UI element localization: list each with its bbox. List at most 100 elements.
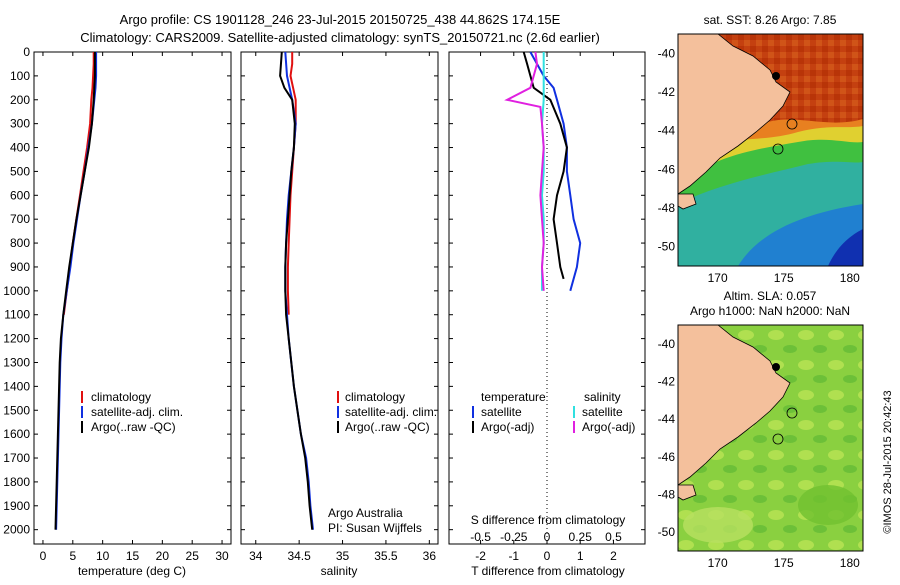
map-y-tick-label: -40 xyxy=(658,46,676,60)
series-line-argo-raw-qc- xyxy=(54,52,96,530)
map-x-tick-label: 180 xyxy=(840,271,860,285)
s-tick-label: 0.5 xyxy=(605,530,622,544)
depth-tick-label: 1500 xyxy=(3,403,30,417)
map-y-tick-label: -42 xyxy=(658,375,676,389)
depth-tick-label: 2000 xyxy=(3,523,30,537)
sla-map-image xyxy=(678,325,863,551)
x-tick-label: 36 xyxy=(423,549,437,563)
x-tick-label: 20 xyxy=(156,549,170,563)
map-y-tick-label: -40 xyxy=(658,337,676,351)
imos-stamp: ©IMOS 28-Jul-2015 20:42:43 xyxy=(882,390,894,533)
figure-title-line1: Argo profile: CS 1901128_246 23-Jul-2015… xyxy=(120,12,561,27)
map-x-tick-label: 170 xyxy=(708,556,728,570)
series-line-argo-adj- xyxy=(522,51,568,280)
sst-map: sat. SST: 8.26 Argo: 7.85 xyxy=(677,13,864,267)
sla-map-subtitle: Argo h1000: NaN h2000: NaN xyxy=(690,304,850,318)
depth-tick-label: 300 xyxy=(10,117,30,131)
x-tick-label: 34.5 xyxy=(287,549,311,563)
map-y-tick-label: -48 xyxy=(658,488,676,502)
x-tick-label: 35.5 xyxy=(374,549,398,563)
x-tick-label: 0 xyxy=(40,549,47,563)
difference-panel-frame xyxy=(448,51,646,545)
map-y-tick-label: -42 xyxy=(658,85,676,99)
map-x-tick-label: 175 xyxy=(774,271,794,285)
legend-satellite-label: satellite-adj. clim. xyxy=(91,405,183,419)
depth-tick-label: 1900 xyxy=(3,499,30,513)
x-tick-label: -2 xyxy=(475,549,486,563)
s-tick-label: -0.25 xyxy=(500,530,528,544)
temperature-legend: climatology satellite-adj. clim. Argo(..… xyxy=(81,390,183,434)
s-tick-label: 0.25 xyxy=(569,530,593,544)
depth-tick-label: 1200 xyxy=(3,332,30,346)
x-tick-label: 25 xyxy=(186,549,200,563)
credit-org: Argo Australia xyxy=(328,506,403,520)
salinity-xlabel: salinity xyxy=(321,564,358,578)
legend-t-argo-label: Argo(-adj) xyxy=(481,420,534,434)
difference-legend: temperature salinity satellite Argo(-adj… xyxy=(472,390,635,434)
difference-xlabel-salinity: S difference from climatology xyxy=(471,513,626,527)
legend-title-salinity: salinity xyxy=(584,390,621,404)
depth-tick-label: 100 xyxy=(10,69,30,83)
depth-tick-label: 700 xyxy=(10,212,30,226)
series-line-argo-adj- xyxy=(504,51,545,291)
x-tick-label: 34 xyxy=(249,549,263,563)
x-tick-label: 30 xyxy=(215,549,229,563)
sla-map: Altim. SLA: 0.057 Argo h1000: NaN h2000:… xyxy=(677,289,864,552)
legend-argo-label: Argo(..raw -QC) xyxy=(345,420,430,434)
series-line-satellite xyxy=(529,51,582,292)
depth-tick-label: 1800 xyxy=(3,475,30,489)
legend-s-satellite-label: satellite xyxy=(582,405,623,419)
depth-tick-label: 1400 xyxy=(3,379,30,393)
map-y-tick-label: -50 xyxy=(658,525,676,539)
legend-climatology-label: climatology xyxy=(91,390,151,404)
depth-tick-label: 800 xyxy=(10,236,30,250)
depth-tick-label: 400 xyxy=(10,141,30,155)
map-y-tick-label: -48 xyxy=(658,201,676,215)
map-y-tick-label: -46 xyxy=(658,162,676,176)
depth-tick-label: 500 xyxy=(10,164,30,178)
difference-xlabel: T difference from climatology xyxy=(471,564,625,578)
salinity-legend: climatology satellite-adj. clim. Argo(..… xyxy=(337,390,437,434)
series-line-argo-raw-qc- xyxy=(279,51,314,530)
legend-s-argo-label: Argo(-adj) xyxy=(582,420,635,434)
legend-argo-label: Argo(..raw -QC) xyxy=(91,420,176,434)
map-x-tick-label: 175 xyxy=(774,556,794,570)
sst-map-image xyxy=(678,34,863,266)
map-y-tick-label: -44 xyxy=(658,124,676,138)
x-tick-label: 35 xyxy=(336,549,350,563)
credit-pi: PI: Susan Wijffels xyxy=(328,521,422,535)
map-y-tick-label: -50 xyxy=(658,240,676,254)
map-x-tick-label: 170 xyxy=(708,271,728,285)
depth-tick-label: 1000 xyxy=(3,284,30,298)
depth-tick-label: 1100 xyxy=(4,308,30,322)
figure-title-line2: Climatology: CARS2009. Satellite-adjuste… xyxy=(80,30,600,45)
depth-tick-label: 200 xyxy=(10,93,30,107)
map-y-tick-label: -46 xyxy=(658,450,676,464)
x-tick-label: 2 xyxy=(610,549,617,563)
legend-climatology-label: climatology xyxy=(345,390,405,404)
depth-tick-label: 1700 xyxy=(3,451,30,465)
s-tick-label: -0.5 xyxy=(470,530,491,544)
x-tick-label: -1 xyxy=(508,549,519,563)
x-tick-label: 15 xyxy=(126,549,140,563)
sla-map-title: Altim. SLA: 0.057 xyxy=(724,289,817,303)
x-tick-label: 10 xyxy=(96,549,110,563)
legend-title-temperature: temperature xyxy=(481,390,546,404)
depth-tick-label: 1600 xyxy=(3,427,30,441)
depth-tick-label: 0 xyxy=(23,45,30,59)
depth-tick-label: 1300 xyxy=(3,355,30,369)
x-tick-label: 0 xyxy=(544,549,551,563)
depth-tick-label: 900 xyxy=(10,260,30,274)
x-tick-label: 5 xyxy=(69,549,76,563)
sst-map-title: sat. SST: 8.26 Argo: 7.85 xyxy=(704,13,837,27)
legend-satellite-label: satellite-adj. clim. xyxy=(345,405,437,419)
series-line-satellite-adj-clim- xyxy=(284,51,314,530)
map-x-tick-label: 180 xyxy=(840,556,860,570)
temperature-panel-frame xyxy=(33,51,232,545)
map-y-tick-label: -44 xyxy=(658,412,676,426)
x-tick-label: 1 xyxy=(577,549,584,563)
legend-t-satellite-label: satellite xyxy=(481,405,522,419)
depth-tick-label: 600 xyxy=(10,188,30,202)
